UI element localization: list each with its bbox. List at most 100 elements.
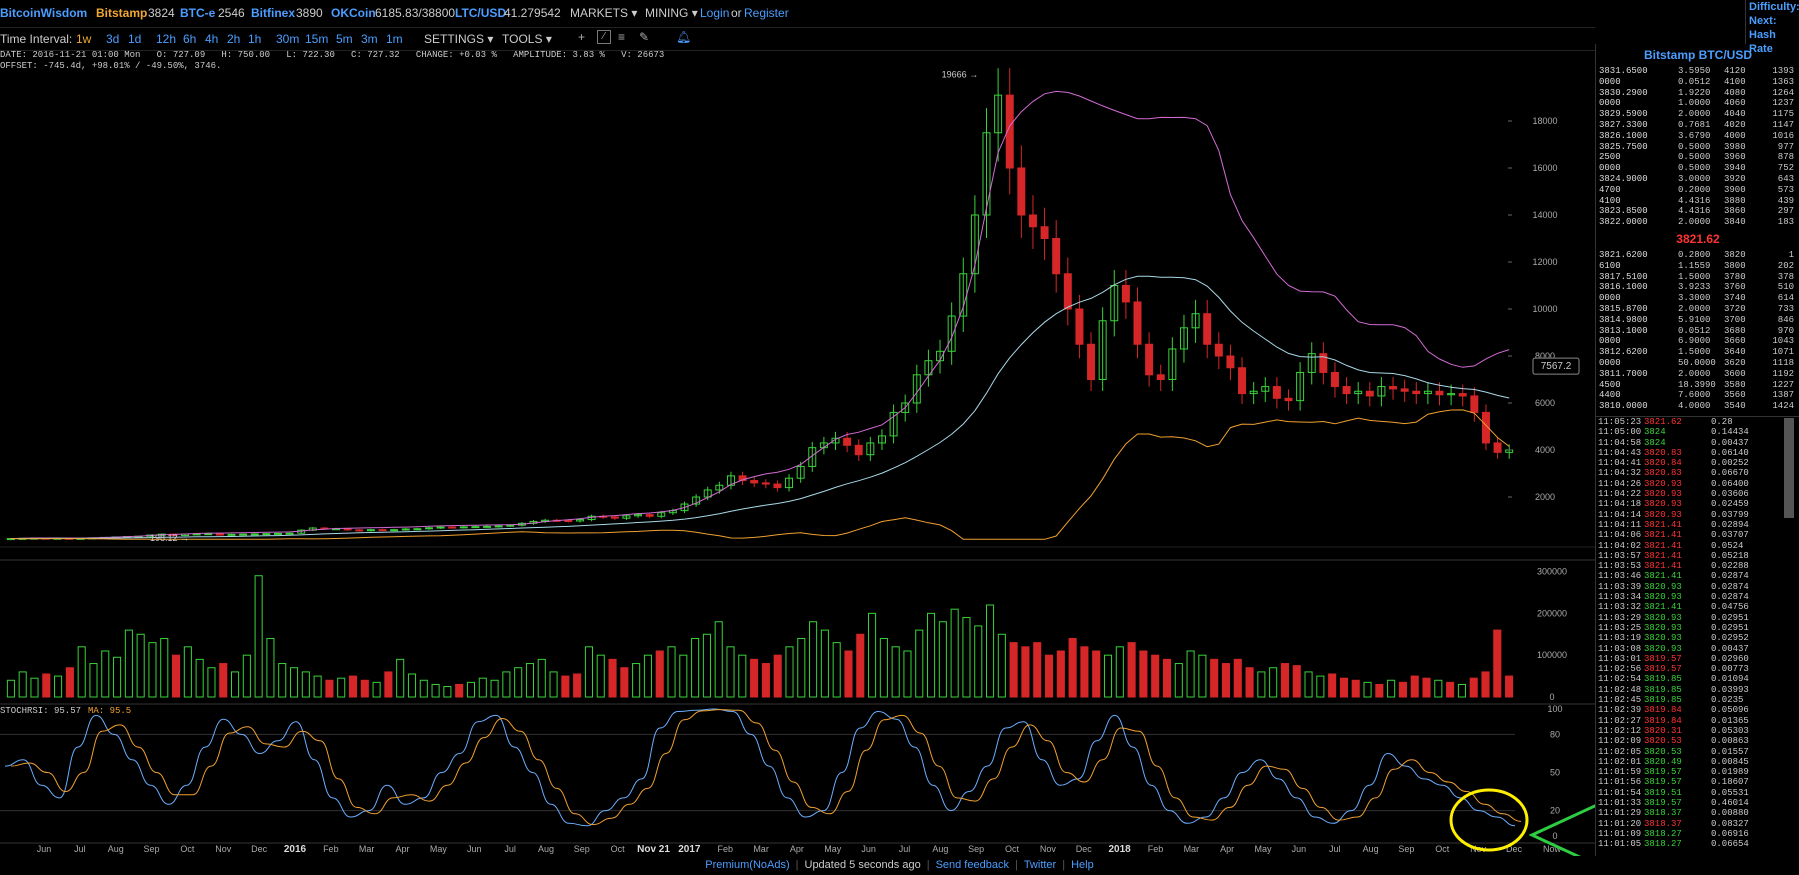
interval-1h[interactable]: 1h [248,32,262,46]
trade-time: 11:02:39 [1598,705,1642,716]
x-axis-label: Jul [1329,844,1341,854]
tools-menu[interactable]: TOOLS ▾ [502,32,552,46]
candle-body [1435,390,1444,396]
volume-bar [549,671,558,698]
volume-bar [1056,650,1065,698]
volume-bar [1198,654,1207,698]
ticker-btce[interactable]: BTC-e [180,6,216,20]
trade-time: 11:02:01 [1598,756,1642,767]
markets-menu[interactable]: MARKETS ▾ [570,6,637,20]
candle-body [622,515,631,519]
interval-6h[interactable]: 6h [183,32,197,46]
ticker-ltcusd[interactable]: LTC/USD [455,6,507,20]
interval-5m[interactable]: 5m [336,32,353,46]
volume-bar [195,658,204,698]
candle-body [1191,313,1200,329]
upper-band-line [10,90,1510,540]
trades-scrollbar[interactable] [1784,418,1794,518]
candle-body [1423,390,1432,395]
x-axis-label: Oct [180,844,195,854]
ticker-okcoin[interactable]: OKCoin [331,6,376,20]
help-link[interactable]: Help [1071,859,1094,871]
bid-cell: 202 [1777,260,1794,271]
trade-row: 11:04:02 3821.41 0.0524 [1596,541,1799,551]
interval-12h[interactable]: 12h [156,32,177,46]
crosshair-icon[interactable]: + [578,30,586,44]
recent-trades[interactable]: 11:05:23 3821.62 0.28 11:05:00 3824 0.14434 11… [1595,416,1799,857]
login-link[interactable]: Login [700,6,730,20]
interval-3m[interactable]: 3m [361,32,378,46]
mining-menu[interactable]: MINING ▾ [645,6,698,20]
bid-cell: 3.9233 [1678,282,1711,293]
volume-bar [1387,679,1396,698]
settings-menu[interactable]: SETTINGS ▾ [424,32,493,46]
x-axis-label: Mar [753,844,769,854]
bid-cell: 3820 [1724,249,1746,260]
bid-row: 0000 3.3000 3740 614 [1596,293,1799,304]
interval-30m[interactable]: 30m [276,32,300,46]
ask-cell: 3826.1000 [1599,130,1648,141]
trendline-icon[interactable]: ⁄ [597,30,611,44]
interval-1m[interactable]: 1m [386,32,403,46]
send-feedback-link[interactable]: Send feedback [935,859,1009,871]
volume-bar [1115,646,1124,698]
volume-bar [620,667,629,698]
premium-link[interactable]: Premium(NoAds) [705,859,790,871]
price-chart[interactable]: 2000400060008000100001200014000160001800… [0,44,1595,856]
volume-bar [667,646,676,698]
candle-body [1481,411,1490,444]
candle-body [715,484,724,491]
ask-cell: 977 [1777,141,1794,152]
interval-4h[interactable]: 4h [205,32,219,46]
bid-cell: 3740 [1724,293,1746,304]
trade-amount: 0.06140 [1711,447,1749,458]
fib-lines-icon[interactable]: ≡ [618,30,626,44]
brand-logo[interactable]: BitcoinWisdom [0,6,88,20]
bid-cell: 1043 [1772,336,1794,347]
interval-1w[interactable]: 1w [76,32,92,46]
ticker-bitfinex[interactable]: Bitfinex [251,6,296,20]
bid-row: 6100 1.1559 3800 202 [1596,261,1799,272]
bid-cell: 3817.5100 [1599,271,1648,282]
trade-row: 11:01:59 3819.57 0.01989 [1596,767,1799,777]
trade-amount: 0.01365 [1711,715,1749,726]
trade-amount: 0.14434 [1711,427,1749,438]
low-price-label: 198.12 → [150,533,189,543]
ticker-bitstamp[interactable]: Bitstamp [96,6,148,20]
trade-price: 3821.41 [1644,540,1682,551]
trade-time: 11:05:00 [1598,427,1642,438]
interval-2h[interactable]: 2h [227,32,241,46]
trade-row: 11:04:14 3820.93 0.03799 [1596,510,1799,520]
ask-cell: 4100 [1724,76,1746,87]
candle-body [1028,214,1037,228]
interval-3d[interactable]: 3d [106,32,120,46]
trade-amount: 0.02874 [1711,571,1749,582]
volume-bar [514,667,523,698]
bid-cell: 3580 [1724,379,1746,390]
trade-amount: 0.0235 [1711,695,1744,706]
trade-time: 11:04:06 [1598,530,1642,541]
trade-amount: 0.03707 [1711,530,1749,541]
trade-row: 11:03:53 3821.41 0.02288 [1596,561,1799,571]
interval-1d[interactable]: 1d [128,32,142,46]
interval-15m[interactable]: 15m [305,32,329,46]
volume-bar [1292,665,1301,698]
candle-body [1412,390,1421,395]
pencil-icon[interactable]: ✎ [639,30,650,44]
trade-row: 11:05:23 3821.62 0.28 [1596,417,1799,427]
candle-body [1447,393,1456,396]
top-navigation-bar: BitcoinWisdom Bitstamp 3824 BTC-e 2546 B… [0,0,1745,27]
volume-bar [266,637,275,698]
twitter-link[interactable]: Twitter [1023,859,1057,871]
register-link[interactable]: Register [744,6,789,20]
orderbook-title[interactable]: Bitstamp BTC/USD [1643,48,1752,62]
volume-bar [101,650,110,698]
x-axis-label: Dec [1506,844,1523,854]
x-axis-label: Sep [1398,844,1414,854]
alert-bell-icon[interactable]: 🔔︎ [676,30,692,44]
trade-time: 11:05:23 [1598,417,1642,427]
trade-price: 3820.93 [1644,633,1682,644]
trade-row: 11:03:46 3821.41 0.02874 [1596,571,1799,581]
volume-bar [1422,677,1431,698]
trade-amount: 0.28 [1711,417,1733,427]
